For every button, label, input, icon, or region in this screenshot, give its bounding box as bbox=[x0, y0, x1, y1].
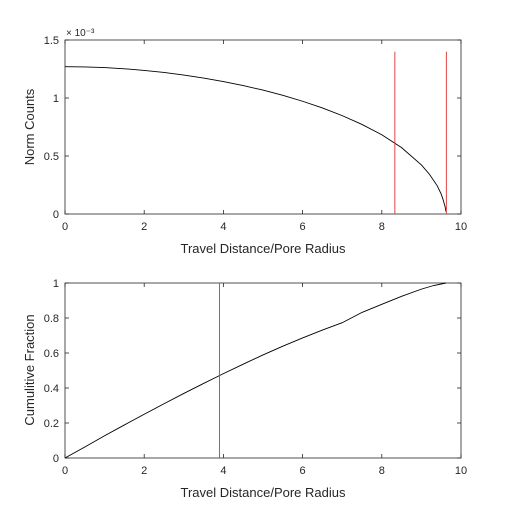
bottom-plot-frame bbox=[64, 282, 462, 459]
bottom-y-tick-label: 0.2 bbox=[44, 418, 59, 430]
bottom-x-axis-label: Travel Distance/Pore Radius bbox=[181, 485, 346, 500]
bottom-x-tick-label: 8 bbox=[379, 465, 385, 477]
top-y-tick-label: 1 bbox=[53, 93, 59, 105]
top-x-tick-label: 10 bbox=[455, 221, 467, 233]
bottom-x-tick-label: 0 bbox=[62, 465, 68, 477]
top-x-tick-label: 8 bbox=[379, 221, 385, 233]
bottom-x-tick-label: 4 bbox=[220, 465, 226, 477]
top-x-axis-label: Travel Distance/Pore Radius bbox=[181, 241, 346, 256]
top-x-tick-label: 2 bbox=[141, 221, 147, 233]
bottom-y-tick-label: 0.6 bbox=[44, 348, 59, 360]
bottom-series-line-0 bbox=[64, 282, 447, 459]
bottom-plot: 0 2 4 6 8 10 0 0.2 0.4 0.6 0.8 1 Travel Distance/Po… bbox=[22, 278, 467, 500]
top-plot-frame bbox=[64, 39, 462, 215]
top-y-tick-label: 0 bbox=[53, 209, 59, 221]
bottom-y-axis-label: Cumulitive Fraction bbox=[22, 314, 37, 425]
bottom-y-tick-label: 1 bbox=[53, 278, 59, 290]
top-ticks-layer: 0 2 4 6 8 10 0 0.5 1 1.5 bbox=[44, 35, 467, 233]
top-x-tick-label: 0 bbox=[62, 221, 68, 233]
top-y-axis-label: Norm Counts bbox=[22, 88, 37, 165]
top-y-tick-label: 0.5 bbox=[44, 151, 59, 163]
top-curve-layer bbox=[64, 51, 447, 214]
top-exponent-label: × 10⁻³ bbox=[66, 28, 95, 39]
top-x-tick-label: 6 bbox=[300, 221, 306, 233]
top-plot: 0 2 4 6 8 10 0 0.5 1 1.5 × 10⁻³ Travel Distance/P… bbox=[22, 28, 467, 256]
top-x-tick-label: 4 bbox=[220, 221, 226, 233]
bottom-y-tick-label: 0.8 bbox=[44, 313, 59, 325]
bottom-x-tick-label: 2 bbox=[141, 465, 147, 477]
bottom-curve-layer bbox=[64, 282, 447, 459]
top-series-line-0 bbox=[64, 66, 447, 212]
bottom-x-tick-label: 10 bbox=[455, 465, 467, 477]
bottom-y-tick-label: 0 bbox=[53, 453, 59, 465]
bottom-ticks-layer: 0 2 4 6 8 10 0 0.2 0.4 0.6 0.8 1 bbox=[44, 278, 467, 477]
bottom-x-tick-label: 6 bbox=[300, 465, 306, 477]
bottom-y-tick-label: 0.4 bbox=[44, 383, 59, 395]
top-y-tick-label: 1.5 bbox=[44, 35, 59, 47]
